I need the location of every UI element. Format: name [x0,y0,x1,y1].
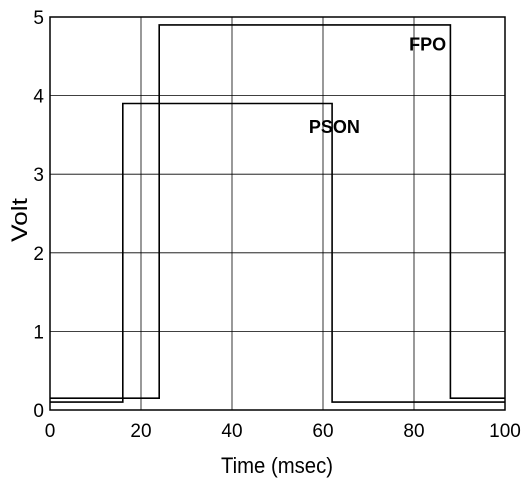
x-tick-label: 0 [45,421,56,442]
y-tick-label: 5 [33,8,44,29]
annotation-pson: PSON [309,117,360,137]
series-group [50,24,505,403]
y-tick-label: 0 [33,401,44,422]
x-tick-label: 60 [312,421,333,442]
tick-labels: 0 20 40 60 80 100 0 1 2 3 4 5 [33,8,520,442]
y-axis-label: Volt [7,198,32,242]
y-tick-label: 2 [33,244,44,265]
y-tick-label: 3 [33,165,44,186]
x-tick-label: 80 [403,421,424,442]
annotation-fpo: FPO [409,35,446,55]
series-line-pson [50,102,505,403]
y-tick-label: 4 [33,87,44,108]
annotations: FPO PSON [309,35,446,138]
y-tick-label: 1 [33,322,44,343]
x-tick-label: 20 [130,421,151,442]
x-tick-label: 40 [221,421,242,442]
grid [50,17,505,410]
x-axis-label: Time (msec) [221,453,333,478]
series-line-fpo [50,24,505,400]
x-tick-label: 100 [489,421,521,442]
plot-area-frame [49,16,506,411]
